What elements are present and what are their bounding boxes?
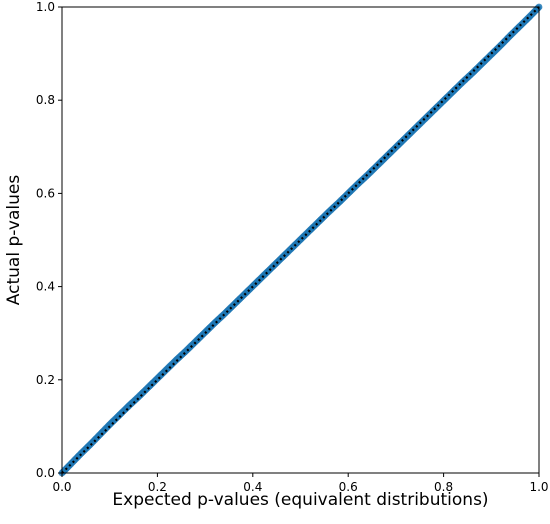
x-tick-label: 0.8 <box>434 480 453 494</box>
plot-frame <box>61 6 540 474</box>
x-axis: 0.0 0.2 0.4 0.6 0.8 1.0 <box>52 473 549 494</box>
x-tick-label: 0.0 <box>52 480 71 494</box>
x-tick-label: 0.2 <box>148 480 167 494</box>
x-tick-label: 0.6 <box>339 480 358 494</box>
y-tick-label: 1.0 <box>36 0 55 14</box>
y-tick-label: 0.8 <box>36 93 55 107</box>
x-axis-label: Expected p-values (equivalent distributi… <box>112 490 488 510</box>
reference-line <box>61 6 540 474</box>
y-tick-label: 0.6 <box>36 186 55 200</box>
y-axis: 0.0 0.2 0.4 0.6 0.8 1.0 <box>36 0 62 480</box>
y-tick-label: 0.0 <box>36 466 55 480</box>
y-tick-label: 0.2 <box>36 373 55 387</box>
y-axis-label: Actual p-values <box>4 175 24 306</box>
plot-area <box>58 3 543 477</box>
x-tick-label: 0.4 <box>243 480 262 494</box>
x-tick-label: 1.0 <box>529 480 548 494</box>
y-tick-label: 0.4 <box>36 280 55 294</box>
